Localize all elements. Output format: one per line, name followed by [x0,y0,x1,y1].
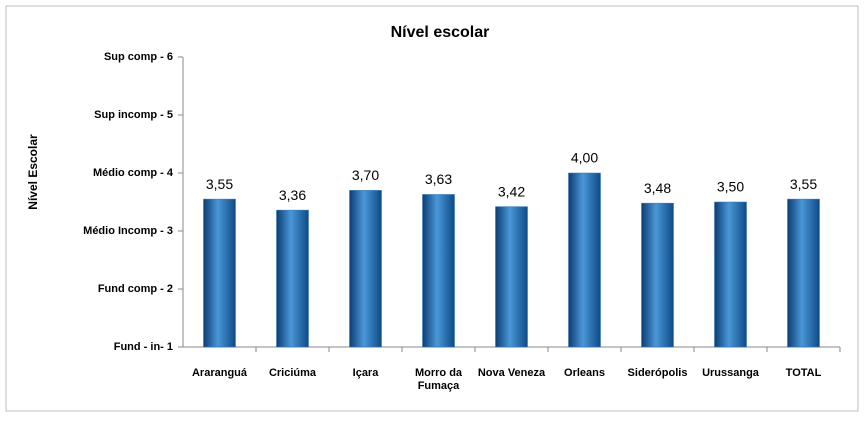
x-tick-label: Nova Veneza [477,367,546,379]
data-label: 3,36 [279,187,306,203]
x-tick-label: Orleans [564,367,605,379]
y-tick-label: Fund - in- 1 [114,341,173,353]
bar [349,190,382,348]
y-tick-label: Médio Incomp - 3 [83,225,173,237]
bar [203,198,236,348]
x-tick-label: Morro da Fumaça [414,367,463,392]
data-label: 3,55 [790,176,817,192]
data-label: 4,00 [571,150,598,166]
y-axis-title: Nível Escolar [26,134,40,210]
y-tick-label: Médio comp - 4 [93,167,174,179]
bar [495,206,528,348]
bar [422,194,455,348]
y-tick-label: Sup comp - 6 [104,51,173,63]
data-label: 3,48 [644,180,671,196]
x-tick-label: Araranguá [191,367,248,379]
bar [276,209,309,348]
data-label: 3,42 [498,183,525,199]
bar [568,172,601,348]
x-tick-label: Urussanga [702,367,759,379]
y-tick-label: Sup incomp - 5 [94,109,173,121]
x-tick-label: Criciúma [268,367,317,379]
bar [714,201,747,348]
bar [787,198,820,348]
data-label: 3,55 [206,176,233,192]
chart-title: Nível escolar [391,24,490,41]
y-tick-label: Fund comp - 2 [98,283,173,295]
x-tick-label: Içara [352,367,379,379]
data-label: 3,50 [717,179,744,195]
chart-frame [5,5,859,412]
bar [641,202,674,348]
data-label: 3,63 [425,171,452,187]
x-tick-label: TOTAL [785,367,822,379]
x-tick-label: Siderópolis [627,367,688,379]
data-label: 3,70 [352,167,379,183]
